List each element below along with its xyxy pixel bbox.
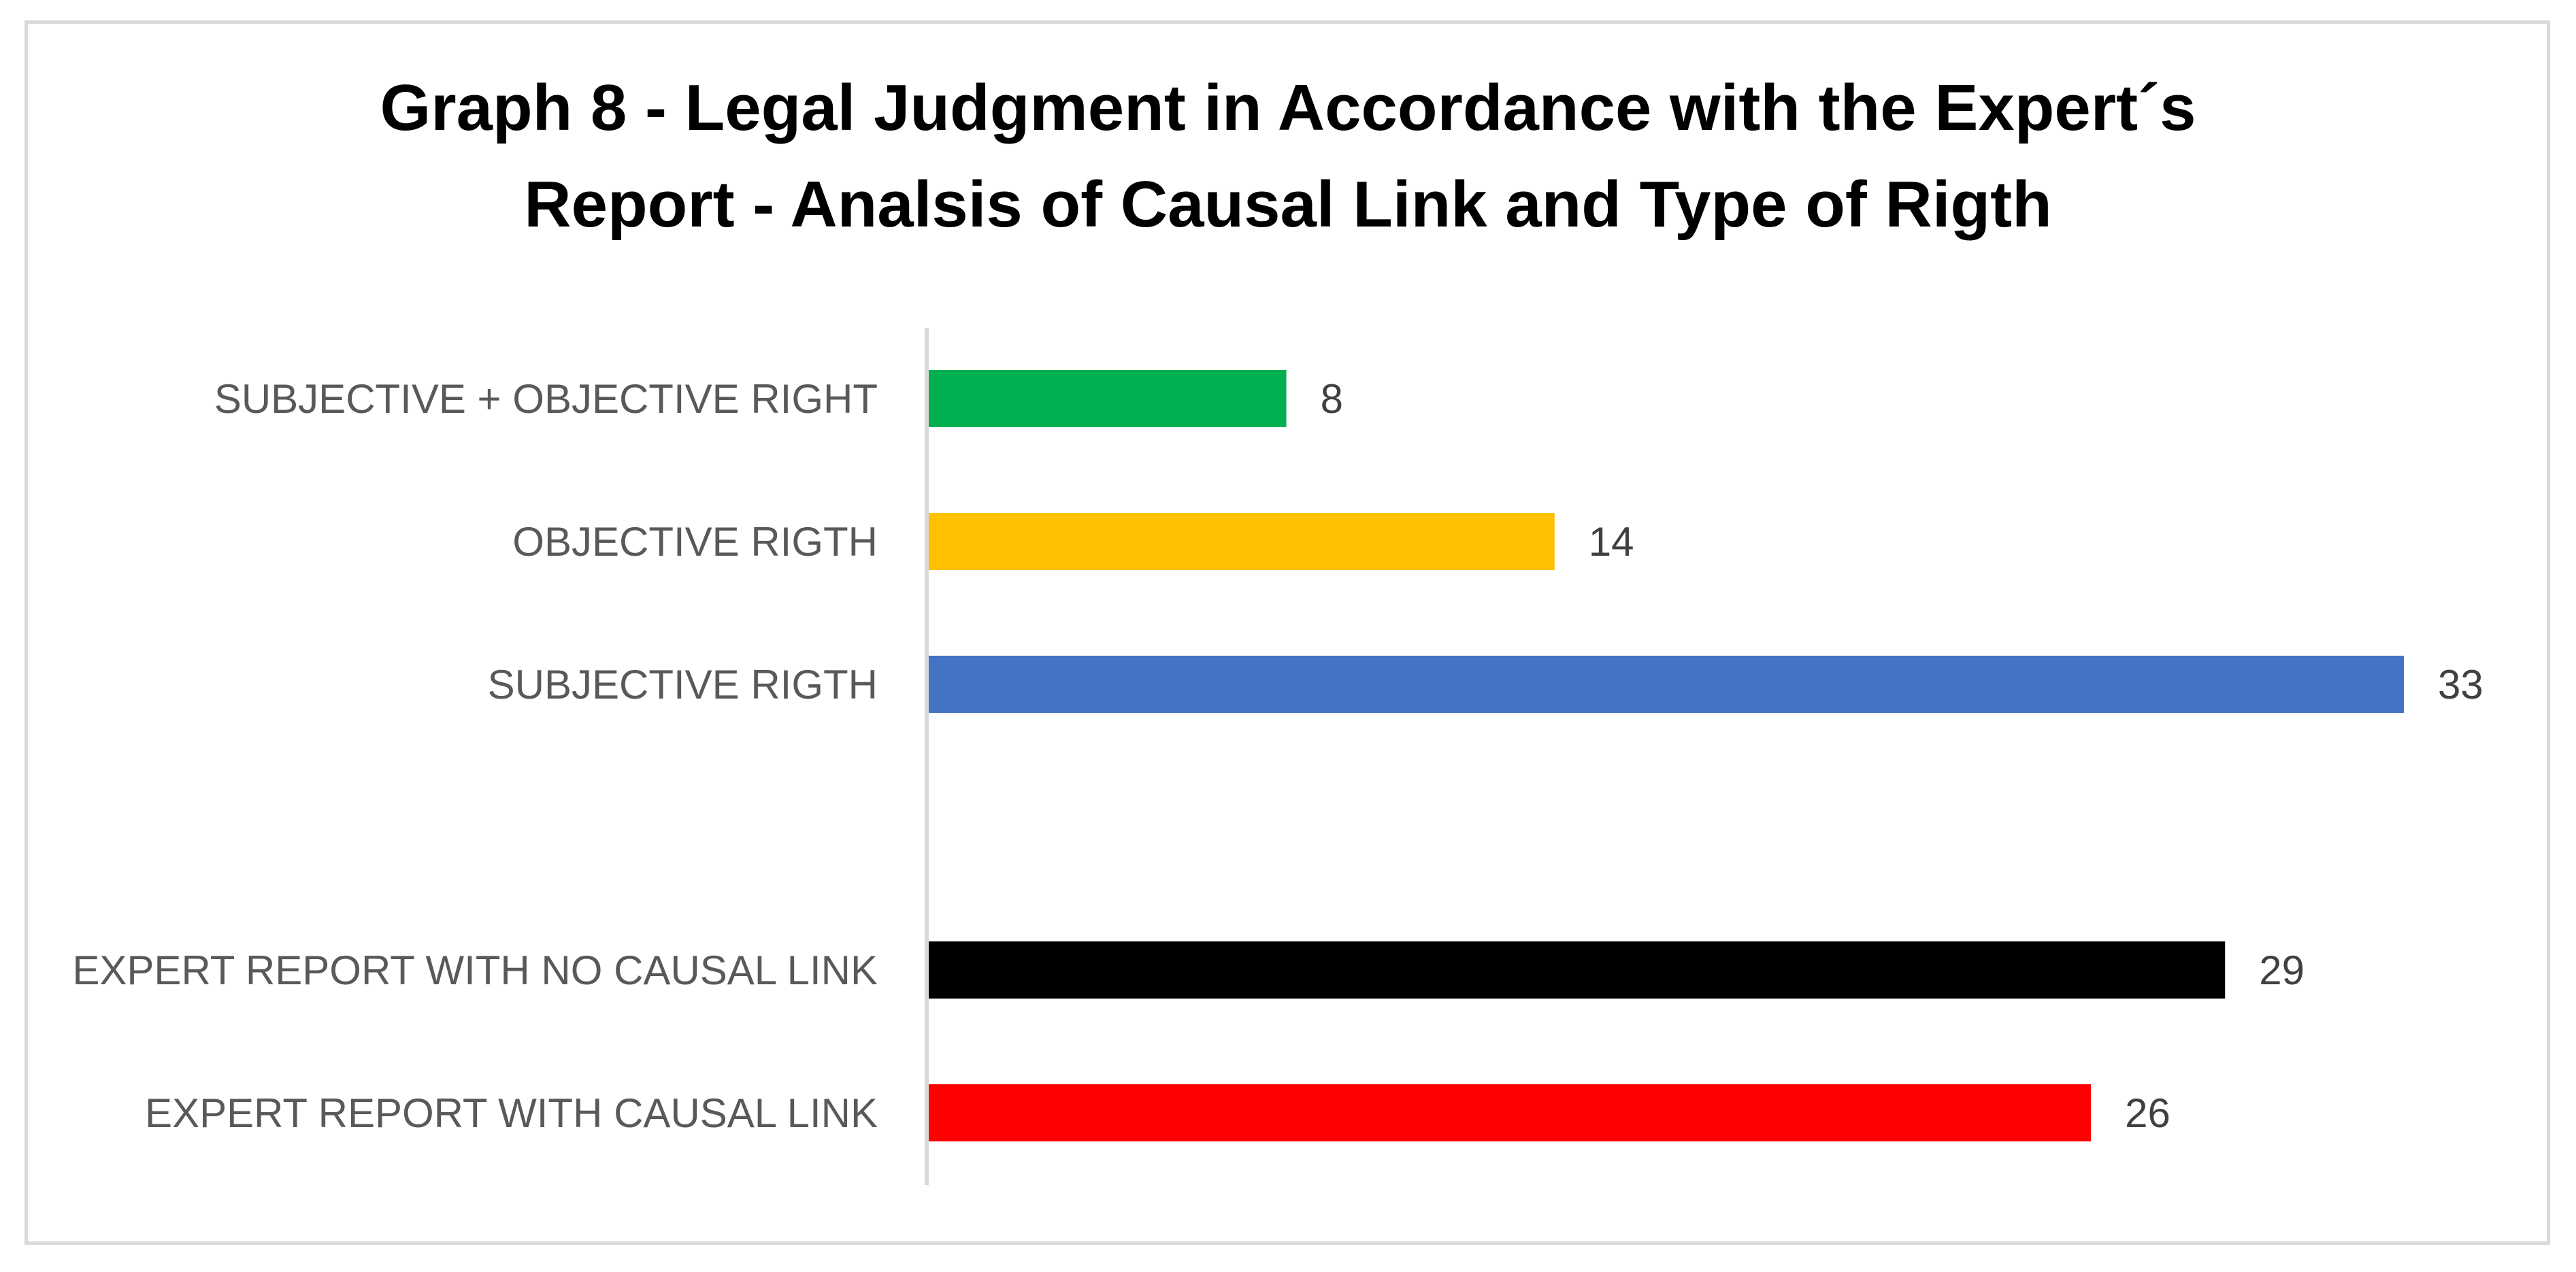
bars-group [929, 370, 2404, 1141]
category-labels-group: SUBJECTIVE + OBJECTIVE RIGHT OBJECTIVE RI… [72, 376, 878, 1136]
category-label: EXPERT REPORT WITH NO CAUSAL LINK [72, 948, 878, 993]
chart-title-line-1: Graph 8 - Legal Judgment in Accordance w… [380, 71, 2196, 144]
chart-frame [24, 20, 2550, 1245]
value-label: 14 [1589, 519, 1634, 565]
category-label: SUBJECTIVE RIGTH [488, 662, 878, 707]
chart-title-line-2: Report - Analsis of Causal Link and Type… [524, 168, 2052, 241]
value-labels-group: 8 14 33 29 26 [1321, 376, 2483, 1136]
category-label: SUBJECTIVE + OBJECTIVE RIGHT [214, 376, 878, 422]
value-label: 8 [1321, 376, 1343, 422]
bar-subjective-rigth [929, 656, 2404, 713]
bar-expert-report-with-no-causal-link [929, 941, 2226, 999]
bar-expert-report-with-causal-link [929, 1084, 2092, 1141]
category-label: EXPERT REPORT WITH CAUSAL LINK [145, 1090, 878, 1136]
bar-subjective-objective-right [929, 370, 1287, 427]
value-label: 26 [2125, 1090, 2170, 1136]
category-label: OBJECTIVE RIGTH [512, 519, 878, 565]
value-label: 33 [2438, 662, 2483, 707]
chart-title: Graph 8 - Legal Judgment in Accordance w… [0, 60, 2576, 253]
bar-objective-rigth [929, 513, 1555, 570]
value-label: 29 [2259, 948, 2305, 993]
